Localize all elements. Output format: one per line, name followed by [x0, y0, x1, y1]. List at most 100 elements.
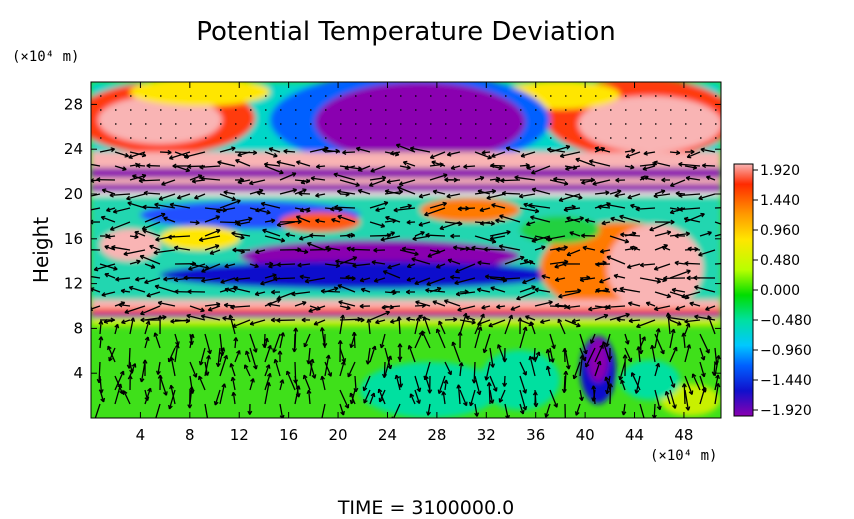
wind-arrow-head: [488, 322, 493, 328]
wind-arrow: [430, 151, 446, 159]
wind-arrow: [353, 332, 356, 349]
wind-arrow: [321, 327, 326, 349]
wind-arrow: [129, 286, 146, 293]
wind-arrow-head: [565, 365, 571, 370]
wind-arrow: [560, 151, 581, 157]
wind-arrow-head: [189, 333, 195, 339]
wind-arrow: [654, 263, 671, 271]
wind-arrow-head: [153, 332, 159, 337]
wind-arrow: [139, 179, 161, 182]
wind-arrow-head: [450, 274, 455, 280]
wind-arrow-head: [161, 181, 166, 186]
wind-arrow-head: [626, 264, 632, 270]
wind-arrow: [199, 165, 221, 169]
wind-arrow-head: [337, 284, 343, 289]
wind-arrow-head: [619, 214, 624, 220]
wind-arrow-head: [685, 175, 691, 181]
wind-arrow-head: [528, 355, 534, 361]
wind-arrow-head: [530, 169, 536, 175]
wind-arrow-head: [601, 341, 607, 346]
wind-arrow: [488, 382, 491, 405]
wind-arrow-head: [240, 234, 245, 240]
wind-arrow-head: [588, 306, 593, 312]
wind-arrow-head: [686, 275, 691, 281]
wind-arrow-head: [653, 266, 659, 271]
wind-arrow-head: [397, 185, 402, 191]
wind-arrow-head: [683, 216, 689, 222]
wind-arrow-head: [185, 167, 191, 173]
wind-arrow: [699, 361, 705, 377]
wind-arrow-head: [198, 237, 204, 243]
wind-arrow: [294, 249, 309, 253]
wind-arrow-head: [134, 234, 139, 240]
wind-arrow: [219, 355, 228, 377]
wind-arrow: [369, 221, 385, 228]
x-tick-label: 12: [230, 426, 249, 444]
wind-arrow-head: [302, 188, 307, 193]
wind-arrow: [249, 378, 254, 391]
wind-arrow-head: [534, 287, 539, 293]
wind-arrow: [686, 151, 701, 158]
wind-arrow-head: [627, 194, 632, 200]
wind-arrow-head: [523, 258, 529, 264]
wind-arrow: [639, 403, 645, 418]
wind-arrow: [456, 291, 476, 295]
wind-arrow-head: [661, 245, 667, 251]
wind-arrow-head: [154, 202, 159, 208]
wind-arrow-head: [666, 293, 672, 299]
wind-arrow-head: [231, 146, 236, 152]
wind-arrow: [692, 373, 701, 391]
wind-arrow: [104, 245, 116, 251]
wind-arrow: [144, 336, 149, 349]
wind-arrow: [347, 361, 356, 378]
wind-arrow: [654, 277, 667, 282]
wind-arrow: [489, 389, 494, 404]
x-tick-label: 16: [279, 426, 298, 444]
wind-arrow-head: [725, 206, 729, 210]
wind-arrow: [446, 193, 461, 198]
wind-arrow: [99, 336, 102, 349]
wind-arrow-head: [531, 356, 537, 361]
wind-arrow-head: [160, 212, 166, 218]
wind-arrow-head: [370, 392, 376, 398]
wind-arrow: [168, 235, 191, 238]
wind-arrow: [555, 277, 566, 281]
wind-arrow-head: [153, 420, 157, 424]
wind-arrow-head: [346, 246, 351, 252]
wind-arrow-head: [252, 150, 258, 156]
wind-arrow-head: [390, 231, 396, 236]
wind-arrow: [667, 316, 686, 321]
wind-arrow-head: [457, 307, 462, 312]
wind-arrow: [444, 221, 463, 225]
wind-arrow: [625, 151, 641, 158]
wind-arrow-head: [447, 370, 452, 376]
wind-arrow: [316, 165, 326, 168]
wind-arrow-head: [553, 403, 559, 408]
wind-arrow-head: [585, 362, 590, 368]
wind-arrow: [91, 275, 101, 279]
wind-arrow: [103, 319, 116, 323]
wind-arrow-head: [685, 231, 691, 237]
wind-arrow: [414, 389, 421, 404]
wind-arrow: [371, 261, 386, 265]
wind-arrow: [199, 235, 221, 241]
wind-arrow-head: [200, 314, 206, 319]
wind-arrow: [99, 320, 102, 335]
wind-arrow-head: [168, 404, 173, 410]
wind-arrow-head: [435, 328, 441, 334]
wind-arrow: [174, 165, 190, 172]
wind-arrow-head: [352, 263, 357, 269]
wind-arrow: [592, 179, 611, 185]
wind-arrow-head: [215, 362, 221, 368]
y-tick-label: 20: [64, 185, 83, 203]
wind-arrow-head: [232, 286, 238, 292]
wind-arrow: [234, 235, 245, 239]
wind-arrow: [714, 383, 720, 405]
wind-arrow-head: [622, 354, 628, 359]
wind-arrow-head: [416, 399, 421, 405]
wind-arrow-head: [406, 277, 412, 282]
wind-arrow-head: [295, 385, 301, 390]
wind-arrow-head: [698, 195, 703, 201]
wind-arrow: [699, 333, 710, 354]
wind-arrow: [469, 389, 476, 406]
